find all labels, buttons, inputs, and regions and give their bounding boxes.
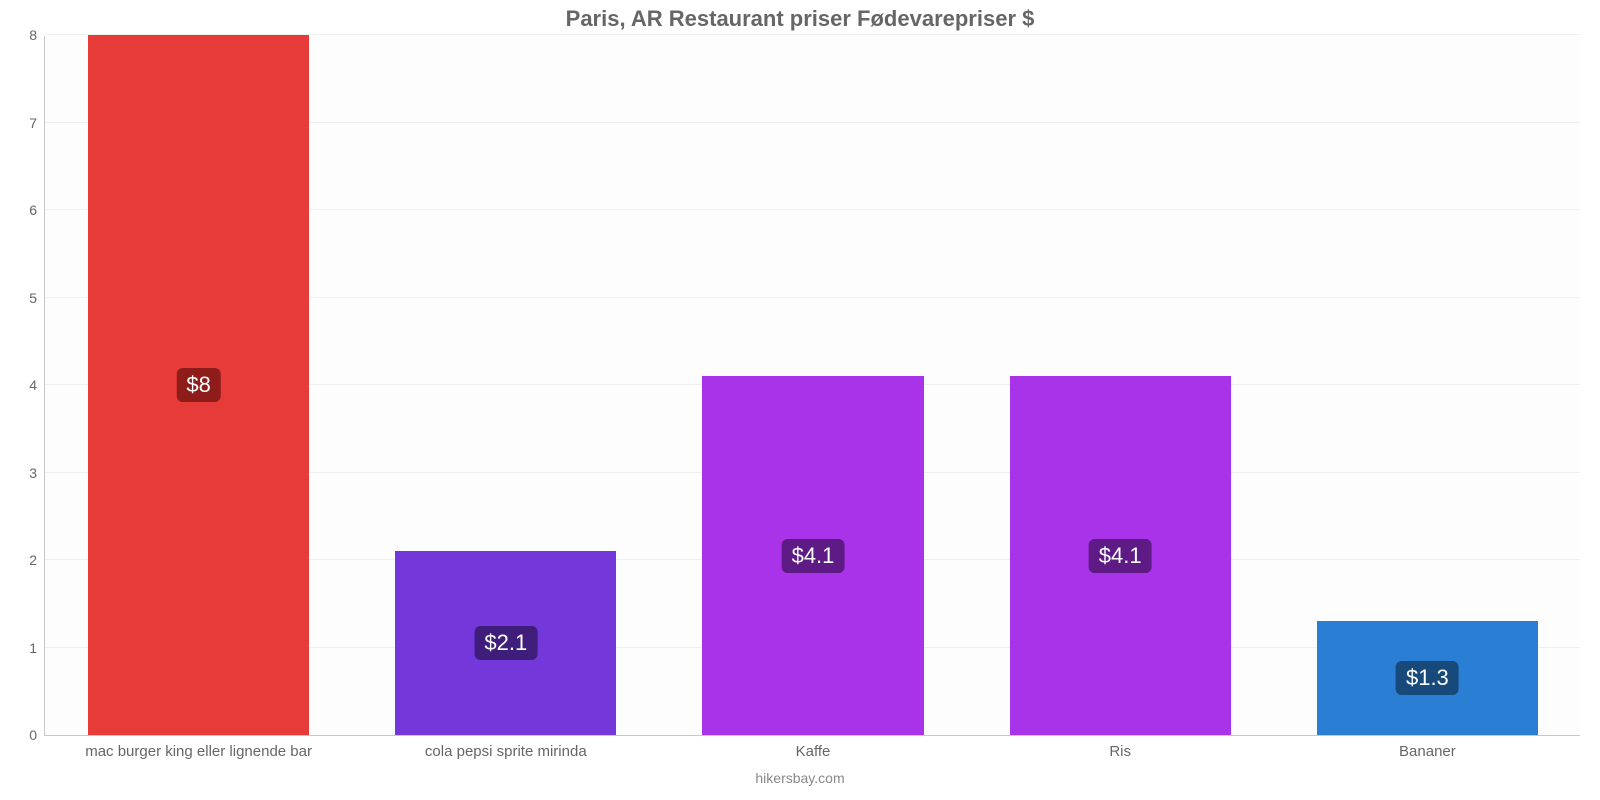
plot-area: 012345678$8mac burger king eller lignend… [44,36,1580,736]
y-tick-label: 3 [29,465,37,481]
price-bar-chart: Paris, AR Restaurant priser Fødevarepris… [0,0,1600,800]
y-tick-label: 4 [29,377,37,393]
y-tick-label: 0 [29,727,37,743]
y-tick-label: 7 [29,115,37,131]
y-tick-label: 1 [29,640,37,656]
x-tick-label: Ris [1109,743,1131,760]
y-tick-label: 6 [29,202,37,218]
y-tick-label: 5 [29,290,37,306]
x-tick-label: Bananer [1399,743,1456,760]
x-tick-label: cola pepsi sprite mirinda [425,743,587,760]
bar-value-label: $4.1 [1089,539,1152,573]
chart-title: Paris, AR Restaurant priser Fødevarepris… [0,6,1600,32]
chart-caption: hikersbay.com [0,770,1600,786]
bar-value-label: $2.1 [474,626,537,660]
x-tick-label: mac burger king eller lignende bar [85,743,312,760]
y-tick-label: 8 [29,27,37,43]
y-tick-label: 2 [29,552,37,568]
x-tick-label: Kaffe [796,743,831,760]
bar-value-label: $8 [176,368,220,402]
bar-value-label: $1.3 [1396,661,1459,695]
bar-value-label: $4.1 [782,539,845,573]
